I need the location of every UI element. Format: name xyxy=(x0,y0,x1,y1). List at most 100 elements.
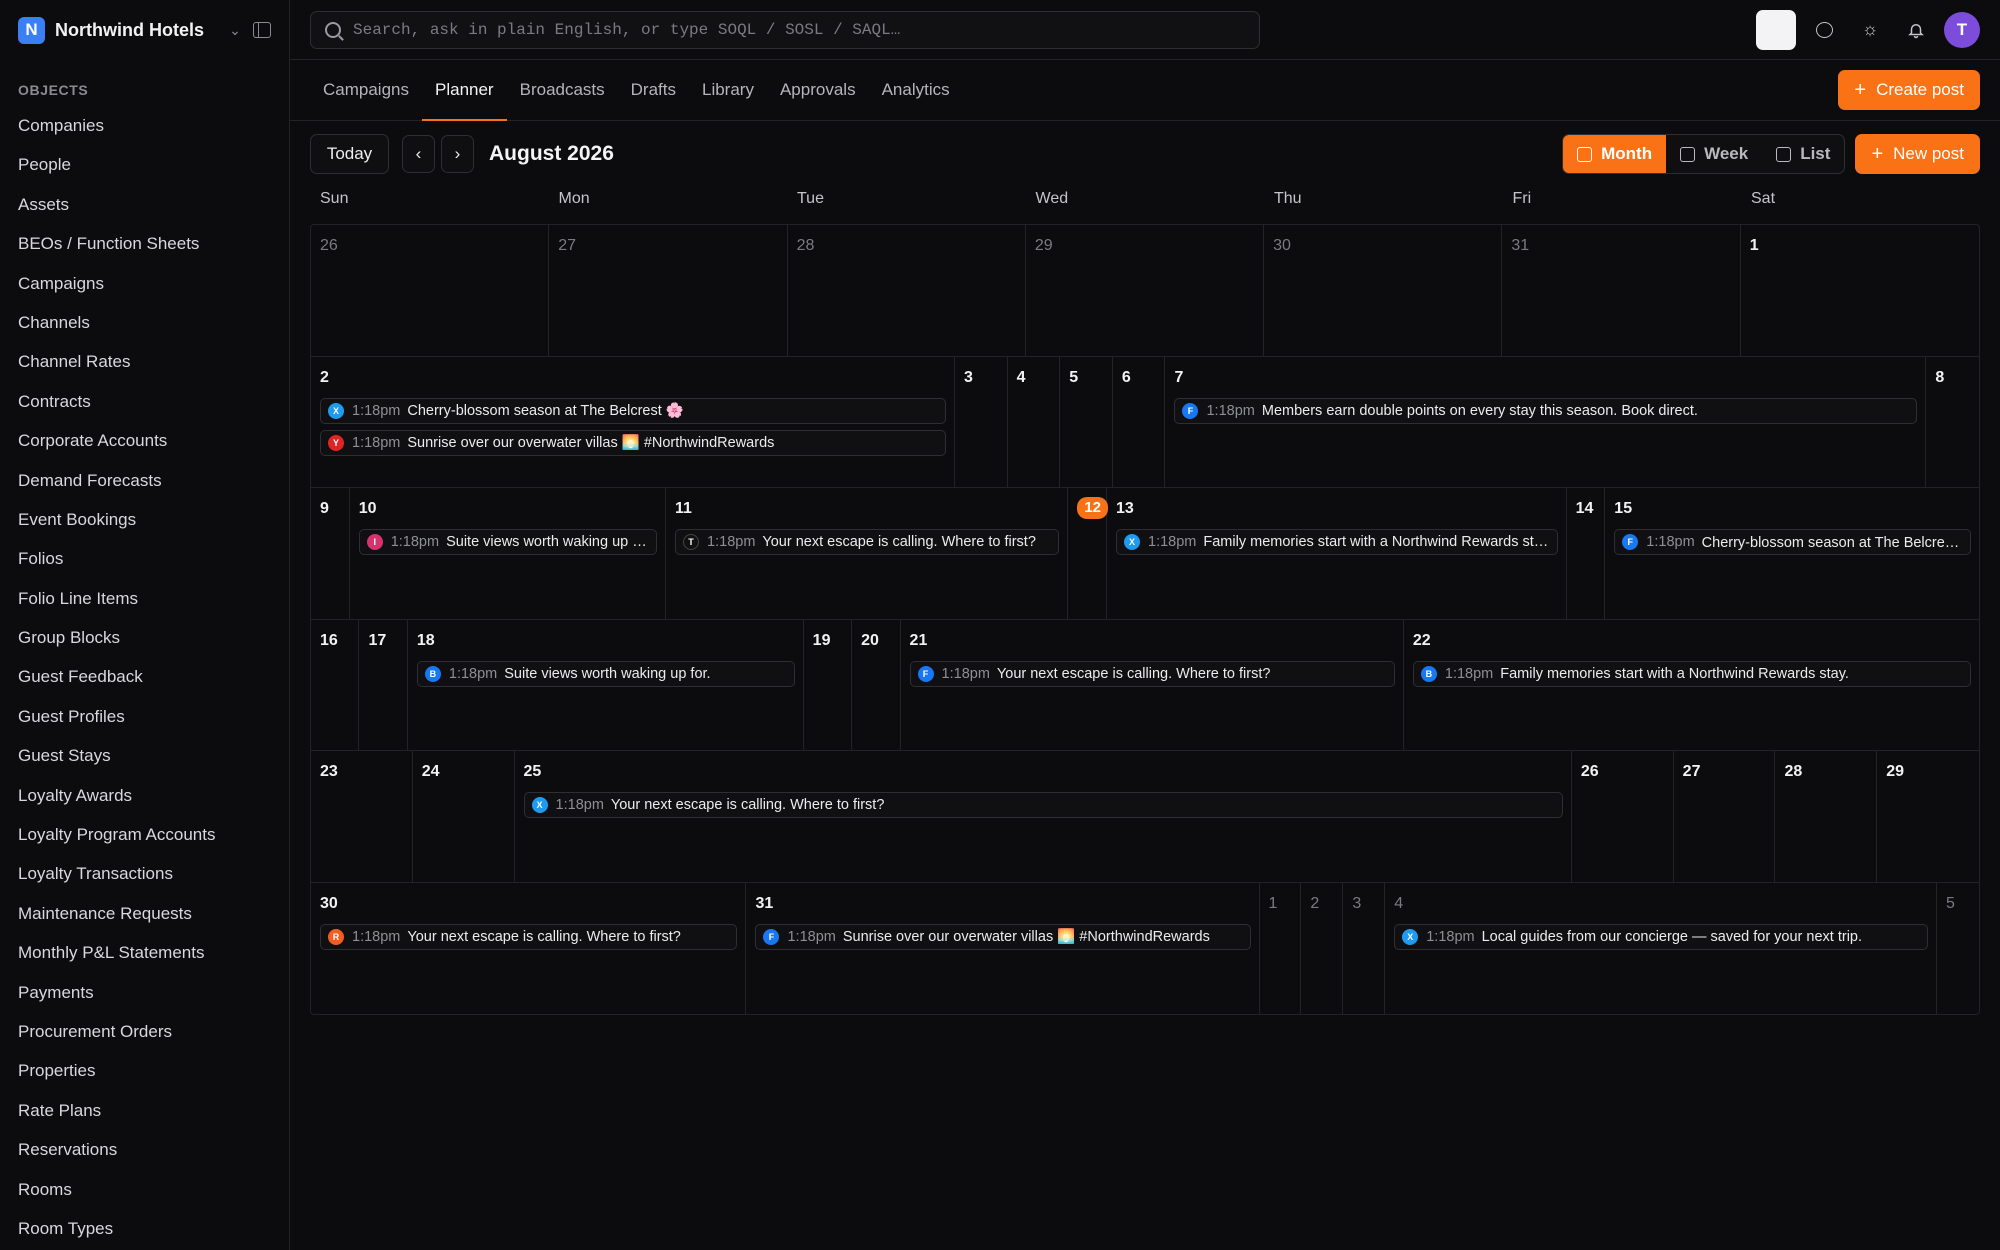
tab-campaigns[interactable]: Campaigns xyxy=(323,80,409,99)
tab-drafts[interactable]: Drafts xyxy=(630,80,676,99)
tab-analytics[interactable]: Analytics xyxy=(881,80,950,99)
sidebar-item[interactable]: Procurement Orders xyxy=(18,1021,172,1041)
sidebar-item[interactable]: Campaigns xyxy=(18,273,104,293)
sidebar-item[interactable]: Rooms xyxy=(18,1179,72,1199)
day-cell[interactable]: 27 xyxy=(549,225,788,356)
day-cell[interactable]: 27 xyxy=(1674,751,1776,882)
day-cell[interactable]: 22 B 1:18pm Family memories start with a No… xyxy=(1404,620,1979,751)
sidebar-item[interactable]: Companies xyxy=(18,116,104,135)
sidebar-item[interactable]: Loyalty Program Accounts xyxy=(18,825,216,845)
day-cell[interactable]: 29 xyxy=(1026,225,1265,356)
day-cell[interactable]: 13 X 1:18pm Family memories start with a No… xyxy=(1107,488,1567,619)
day-cell[interactable]: 31 xyxy=(1502,225,1741,356)
day-cell[interactable]: 20 xyxy=(852,619,901,750)
sidebar-item[interactable]: Guest Feedback xyxy=(18,667,143,687)
sidebar-item[interactable]: BEOs / Function Sheets xyxy=(18,234,200,254)
create-post-button[interactable]: + Create post xyxy=(1838,70,1980,110)
day-cell[interactable]: 5 xyxy=(1060,356,1113,487)
prev-month-button[interactable]: ‹ xyxy=(402,135,435,173)
day-cell[interactable]: 19 xyxy=(804,619,853,750)
tab-broadcasts[interactable]: Broadcasts xyxy=(519,80,605,99)
day-cell[interactable]: 28 xyxy=(788,225,1026,356)
scheduled-post[interactable]: R 1:18pm Your next escape is calling. Wher… xyxy=(320,923,738,950)
sidebar-item[interactable]: Folio Line Items xyxy=(18,588,138,608)
next-month-button[interactable]: › xyxy=(441,135,474,173)
day-cell[interactable]: 26 xyxy=(1572,751,1674,882)
theme-toggle-button[interactable]: ☼ xyxy=(1852,12,1888,48)
day-cell[interactable]: 3 xyxy=(1343,882,1386,1014)
day-cell[interactable]: 3 xyxy=(955,356,1008,487)
workspace-switcher[interactable]: N Northwind Hotels ⌄ xyxy=(0,0,289,60)
sidebar-item[interactable]: Demand Forecasts xyxy=(18,470,162,490)
scheduled-post[interactable]: B 1:18pm Family memories start with a Nort… xyxy=(1412,660,1971,687)
day-cell[interactable]: 7 F 1:18pm Members earn double points on ev… xyxy=(1165,356,1927,487)
notifications-button[interactable] xyxy=(1898,12,1934,48)
scheduled-post[interactable]: F 1:18pm Sunrise over our overwater villas… xyxy=(755,923,1251,950)
tab-library[interactable]: Library xyxy=(702,80,754,99)
user-avatar[interactable]: T xyxy=(1944,11,1980,48)
chat-button[interactable] xyxy=(1806,12,1842,48)
sidebar-item[interactable]: Event Bookings xyxy=(18,509,137,529)
day-cell[interactable]: 4 X 1:18pm Local guides from our concierge … xyxy=(1385,882,1938,1014)
day-cell[interactable]: 5 xyxy=(1937,883,1979,1015)
sidebar-item[interactable]: Payments xyxy=(18,982,94,1002)
scheduled-post[interactable]: X 1:18pm Cherry-blossom season at The Belc… xyxy=(320,397,947,424)
sidebar-item[interactable]: Guest Profiles xyxy=(18,706,125,726)
sidebar-item[interactable]: Channel Rates xyxy=(18,352,131,372)
scheduled-post[interactable]: X 1:18pm Local guides from our concierge —… xyxy=(1394,923,1929,950)
scheduled-post[interactable]: X 1:18pm Your next escape is calling. Wher… xyxy=(523,792,1563,818)
sidebar-item[interactable]: Room Types xyxy=(18,1218,114,1238)
sidebar-item[interactable]: Corporate Accounts xyxy=(18,431,168,451)
day-cell[interactable]: 18 B 1:18pm Suite views worth waking up for… xyxy=(408,619,804,750)
day-cell[interactable]: 15 F 1:18pm Cherry-blossom season at The Be… xyxy=(1605,488,1979,619)
day-cell[interactable]: 2 X 1:18pm Cherry-blossom season at The Bel… xyxy=(311,356,956,487)
day-cell[interactable]: 12 xyxy=(1068,488,1108,619)
chevron-down-icon[interactable]: ⌄ xyxy=(229,21,241,38)
view-list-button[interactable]: List xyxy=(1762,135,1844,173)
view-week-button[interactable]: Week xyxy=(1666,135,1762,173)
scheduled-post[interactable]: F 1:18pm Members earn double points on eve… xyxy=(1174,397,1918,424)
scheduled-post[interactable]: Y 1:18pm Sunrise over our overwater villas… xyxy=(320,429,947,456)
sidebar-item[interactable]: Channels xyxy=(18,312,90,332)
view-month-button[interactable]: Month xyxy=(1563,135,1667,173)
day-cell[interactable]: 25 X 1:18pm Your next escape is calling. Wh… xyxy=(515,751,1572,882)
sidebar-item[interactable]: Guest Stays xyxy=(18,746,111,766)
day-cell[interactable]: 21 F 1:18pm Your next escape is calling. Wh… xyxy=(901,619,1404,750)
sidebar-item[interactable]: Folios xyxy=(18,549,64,569)
day-cell[interactable]: 23 xyxy=(311,751,413,882)
sidebar-item[interactable]: Properties xyxy=(18,1061,96,1081)
sidebar-item[interactable]: Maintenance Requests xyxy=(18,903,192,923)
day-cell[interactable]: 24 xyxy=(413,751,515,882)
sidebar-item[interactable]: Group Blocks xyxy=(18,628,121,648)
day-cell[interactable]: 14 xyxy=(1567,488,1606,619)
scheduled-post[interactable]: I 1:18pm Suite views worth waking up for. xyxy=(358,529,658,555)
tab-approvals[interactable]: Approvals xyxy=(779,80,856,99)
day-cell[interactable]: 8 xyxy=(1926,357,1979,488)
sidebar-toggle-icon[interactable] xyxy=(253,22,271,38)
scheduled-post[interactable]: F 1:18pm Cherry-blossom season at The Belc… xyxy=(1614,529,1971,555)
sidebar-item[interactable]: Loyalty Awards xyxy=(18,785,133,805)
search-box[interactable] xyxy=(310,10,1260,49)
scheduled-post[interactable]: B 1:18pm Suite views worth waking up for. xyxy=(416,660,795,687)
sidebar-item[interactable]: Assets xyxy=(18,194,70,214)
sidebar-item[interactable]: Reservations xyxy=(18,1140,118,1160)
day-cell[interactable]: 2 xyxy=(1301,882,1344,1014)
day-cell[interactable]: 29 xyxy=(1877,751,1979,882)
day-cell[interactable]: 28 xyxy=(1775,751,1878,882)
day-cell[interactable]: 30 xyxy=(1264,225,1503,356)
sidebar-item[interactable]: Loyalty Transactions xyxy=(18,864,173,884)
day-cell[interactable]: 11 T 1:18pm Your next escape is calling. Wh… xyxy=(666,488,1069,619)
day-cell[interactable]: 16 xyxy=(311,619,360,750)
day-cell[interactable]: 30 R 1:18pm Your next escape is calling. Wh… xyxy=(311,882,747,1014)
day-cell[interactable]: 31 F 1:18pm Sunrise over our overwater vill… xyxy=(746,882,1260,1014)
sidebar-item[interactable]: Rate Plans xyxy=(18,1100,102,1120)
day-cell[interactable]: 1 xyxy=(1260,882,1302,1014)
sidebar-item[interactable]: Contracts xyxy=(18,391,91,411)
day-cell[interactable]: 4 xyxy=(1008,356,1061,487)
day-cell[interactable]: 10 I 1:18pm Suite views worth waking up for… xyxy=(350,488,667,619)
today-button[interactable]: Today xyxy=(310,134,389,174)
tab-planner[interactable]: Planner xyxy=(422,60,507,121)
sidebar-item[interactable]: People xyxy=(18,155,71,175)
new-post-button[interactable]: + New post xyxy=(1855,134,1980,174)
scheduled-post[interactable]: F 1:18pm Your next escape is calling. Wher… xyxy=(909,660,1395,687)
